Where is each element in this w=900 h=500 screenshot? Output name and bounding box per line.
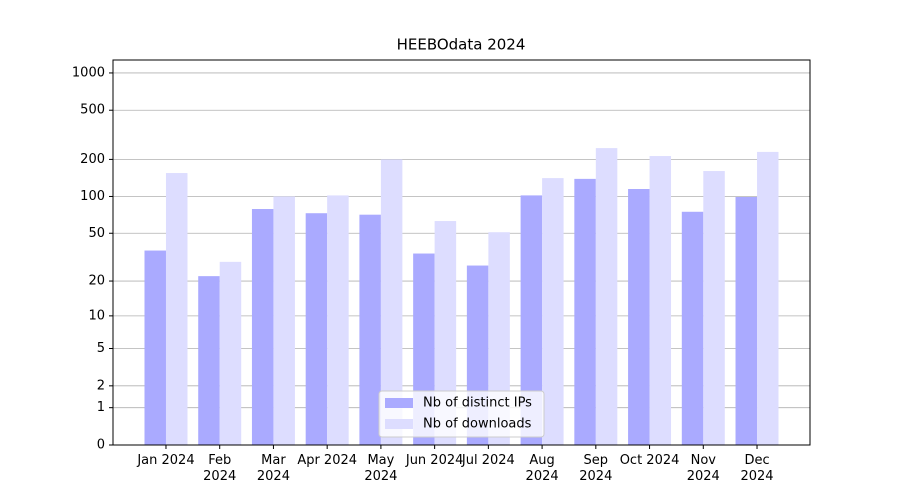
bar	[327, 195, 349, 445]
bar	[144, 250, 166, 445]
bar	[165, 173, 188, 446]
bar	[542, 178, 564, 445]
x-tick-label: Dec 2024	[740, 453, 774, 484]
x-tick-label: Jun 2024	[405, 453, 464, 468]
bar	[273, 196, 295, 445]
bar	[649, 156, 672, 445]
y-tick-label: 0	[97, 438, 105, 453]
x-tick-label: Jul 2024	[461, 453, 515, 468]
bar	[574, 178, 596, 445]
bar	[434, 221, 457, 445]
x-tick-label: Sep 2024	[579, 453, 613, 484]
legend-swatch	[385, 398, 413, 408]
y-tick-label: 1000	[72, 65, 105, 80]
x-tick-label: Feb 2024	[203, 453, 237, 484]
legend-label: Nb of downloads	[423, 417, 532, 432]
bar	[520, 195, 543, 445]
chart-title: HEEBOdata 2024	[397, 36, 526, 54]
bar	[595, 148, 618, 445]
y-tick-label: 2	[97, 378, 105, 393]
y-tick-label: 100	[80, 189, 105, 204]
bar	[735, 196, 758, 445]
bar	[380, 159, 403, 445]
bar	[628, 189, 650, 445]
x-tick-label: Jan 2024	[137, 453, 195, 468]
x-tick-label: Mar 2024	[256, 453, 290, 484]
y-tick-label: 50	[88, 226, 105, 241]
x-tick-label: Apr 2024	[297, 453, 358, 468]
legend-swatch	[385, 419, 413, 429]
y-tick-label: 10	[88, 308, 105, 323]
legend-label: Nb of distinct IPs	[423, 396, 532, 411]
bar	[198, 276, 220, 445]
x-tick-label: Nov 2024	[686, 453, 720, 484]
plot-frame	[112, 59, 811, 446]
bar	[359, 214, 381, 445]
bar	[219, 261, 242, 445]
y-tick-label: 500	[80, 103, 105, 118]
bar	[251, 209, 274, 445]
bar	[757, 151, 779, 446]
y-tick-label: 20	[88, 274, 105, 289]
bar	[681, 211, 704, 445]
x-tick-label: May 2024	[364, 453, 398, 484]
x-tick-label: Oct 2024	[619, 453, 680, 468]
y-tick-label: 1	[97, 400, 105, 415]
bar	[305, 213, 328, 445]
y-tick-label: 200	[80, 152, 105, 167]
legend-box	[378, 390, 545, 438]
legend: Nb of distinct IPs Nb of downloads	[378, 390, 545, 438]
x-tick-label: Aug 2024	[525, 453, 559, 484]
bar	[703, 171, 725, 445]
y-tick-label: 5	[97, 341, 105, 356]
